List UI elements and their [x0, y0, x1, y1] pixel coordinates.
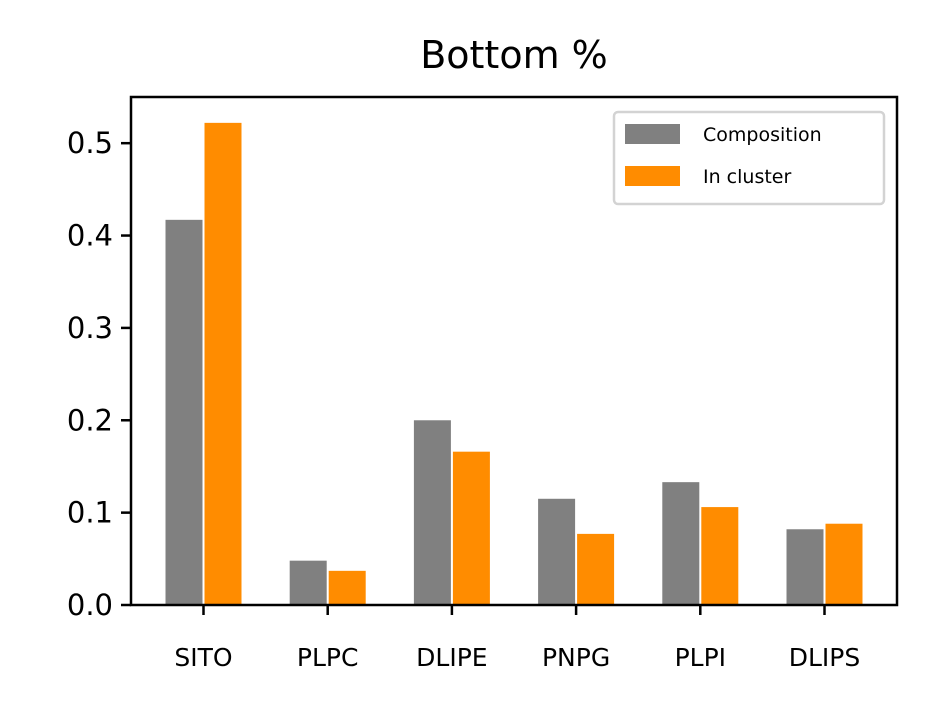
bar-in-cluster-plpi: [701, 507, 739, 605]
bar-composition-sito: [165, 219, 203, 605]
legend: Composition In cluster: [612, 110, 886, 206]
bar-in-cluster-dlipe: [452, 451, 490, 605]
bar-composition-dlipe: [413, 420, 451, 605]
bar-composition-plpi: [662, 482, 700, 605]
y-tick-label: 0.3: [67, 311, 113, 345]
legend-box: [612, 110, 886, 206]
bar-in-cluster-dlips: [825, 523, 863, 605]
legend-swatch-composition: [625, 124, 680, 144]
x-tick-label-dlips: DLIPS: [789, 643, 861, 672]
y-tick-label: 0.2: [67, 403, 113, 437]
plot-frame: [129, 95, 899, 607]
chart-title: Bottom %: [420, 33, 608, 77]
bar-composition-plpc: [289, 560, 327, 605]
y-tick-label: 0.1: [67, 496, 113, 530]
legend-swatch-in-cluster: [625, 166, 680, 186]
x-tick-label-plpi: PLPI: [675, 643, 726, 672]
x-tick-label-dlipe: DLIPE: [416, 643, 487, 672]
y-tick-label: 0.0: [67, 588, 113, 622]
bars-layer: [165, 122, 863, 606]
bar-in-cluster-pnpg: [577, 533, 615, 605]
axes-layer: 0.0 0.1 0.2 0.3 0.4 0.5 SITO PLPC DLIPE PNPG PLPI D…: [67, 95, 899, 672]
x-tick-label-pnpg: PNPG: [542, 643, 610, 672]
y-tick-label: 0.5: [67, 126, 113, 160]
bar-in-cluster-sito: [204, 122, 242, 606]
bar-composition-pnpg: [538, 498, 576, 605]
x-tick-label-sito: SITO: [174, 643, 232, 672]
bar-in-cluster-plpc: [328, 570, 366, 605]
x-tick-label-plpc: PLPC: [297, 643, 359, 672]
bar-composition-dlips: [786, 529, 824, 605]
legend-label-composition: Composition: [703, 124, 822, 146]
y-tick-label: 0.4: [67, 219, 113, 253]
legend-label-in-cluster: In cluster: [703, 166, 791, 188]
